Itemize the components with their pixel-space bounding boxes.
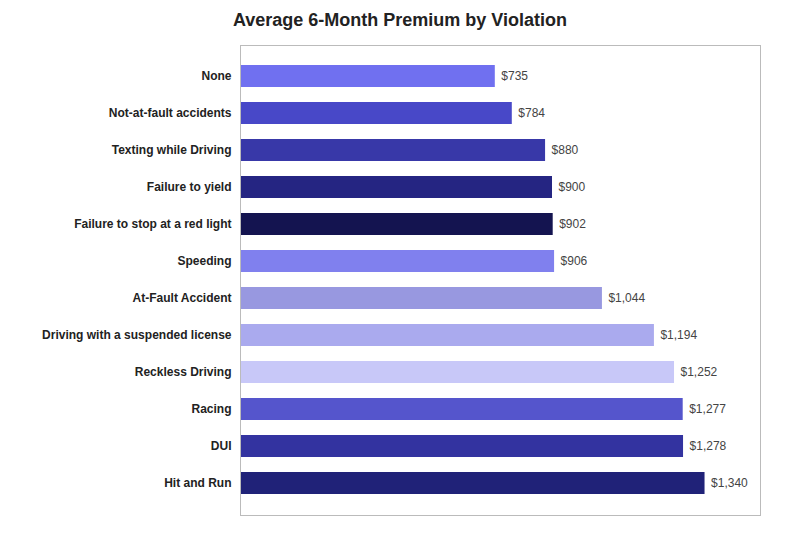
svg-text:Failure to stop at a red light: Failure to stop at a red light	[74, 217, 231, 231]
svg-text:$1,194: $1,194	[660, 328, 697, 342]
svg-text:DUI: DUI	[211, 439, 232, 453]
svg-text:Driving with a suspended licen: Driving with a suspended license	[42, 328, 232, 342]
svg-text:$1,252: $1,252	[681, 365, 718, 379]
svg-text:$1,340: $1,340	[711, 476, 748, 490]
svg-text:$735: $735	[501, 69, 528, 83]
html-text:Average 6-Month Premium by Vio: Average 6-Month Premium by Violation	[233, 10, 567, 30]
svg-text:$784: $784	[518, 106, 545, 120]
svg-text:Not-at-fault accidents: Not-at-fault accidents	[109, 106, 232, 120]
svg-text:$880: $880	[552, 143, 579, 157]
svg-text:Speeding: Speeding	[177, 254, 231, 268]
svg-text:Hit and Run: Hit and Run	[164, 476, 231, 490]
svg-text:Racing: Racing	[191, 402, 231, 416]
svg-text:$1,044: $1,044	[608, 291, 645, 305]
svg-text:Reckless Driving: Reckless Driving	[135, 365, 232, 379]
svg-text:At-Fault Accident: At-Fault Accident	[133, 291, 232, 305]
svg-text:None: None	[202, 69, 232, 83]
svg-text:Texting while Driving: Texting while Driving	[112, 143, 232, 157]
svg-text:Failure to yield: Failure to yield	[147, 180, 232, 194]
svg-text:$902: $902	[559, 217, 586, 231]
svg-text:$1,278: $1,278	[690, 439, 727, 453]
svg-text:$906: $906	[561, 254, 588, 268]
svg-text:$1,277: $1,277	[689, 402, 726, 416]
svg-text:$900: $900	[559, 180, 586, 194]
